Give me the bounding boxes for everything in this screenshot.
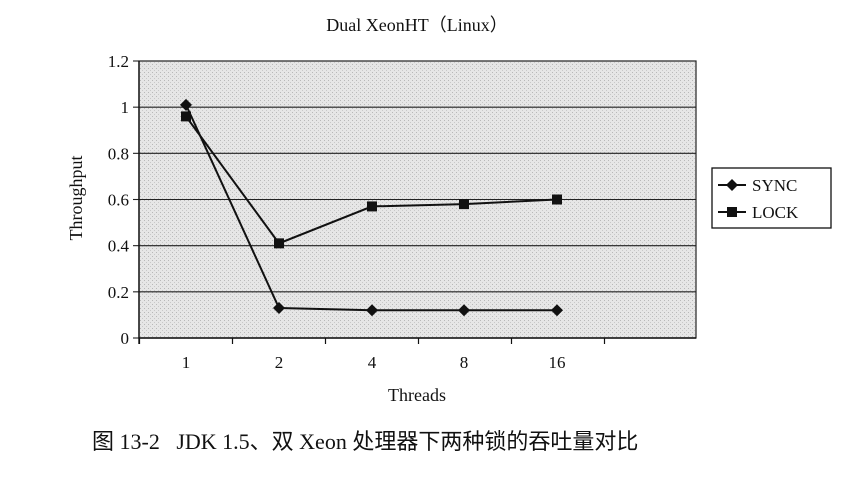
- y-tick-label: 0.6: [108, 191, 129, 210]
- legend-label-sync: SYNC: [752, 176, 797, 195]
- series-sync: [180, 98, 563, 317]
- series-lock: [181, 111, 562, 249]
- data-point-sync: [273, 301, 285, 314]
- x-tick-label: 1: [182, 353, 191, 372]
- y-tick-label: 0.8: [108, 144, 129, 163]
- x-tick-labels: 1 2 4 8 16: [182, 353, 566, 372]
- x-tick-label: 2: [275, 353, 284, 372]
- x-tick-label: 16: [549, 353, 566, 372]
- chart-title: Dual XeonHT（Linux）: [326, 15, 507, 35]
- data-point-lock: [181, 111, 191, 122]
- data-point-lock: [552, 194, 562, 205]
- data-point-lock: [367, 201, 377, 212]
- legend-marker-lock: [727, 207, 737, 217]
- y-tick-label: 0.2: [108, 283, 129, 302]
- x-tick-label: 4: [368, 353, 377, 372]
- axes: [138, 61, 696, 344]
- y-tick-label: 0.4: [108, 237, 130, 256]
- data-point-sync: [551, 304, 563, 317]
- x-tick-label: 8: [460, 353, 469, 372]
- data-point-sync: [458, 304, 470, 317]
- data-point-sync: [180, 98, 192, 111]
- figure-caption: 图 13-2 JDK 1.5、双 Xeon 处理器下两种锁的吞吐量对比: [92, 429, 639, 454]
- data-point-lock: [274, 238, 284, 249]
- legend-box: [711, 167, 832, 229]
- y-tick-label: 1: [121, 98, 130, 117]
- y-tick-label: 1.2: [108, 52, 129, 71]
- y-axis-label: Throughput: [66, 156, 86, 241]
- legend-label-lock: LOCK: [752, 203, 799, 222]
- x-axis-label: Threads: [388, 385, 446, 405]
- y-tick-label: 0: [121, 329, 130, 348]
- y-tick-labels: 0 0.2 0.4 0.6 0.8 1 1.2: [108, 52, 130, 348]
- data-point-sync: [366, 304, 378, 317]
- legend-marker-sync: [726, 179, 738, 191]
- series-group: [180, 98, 563, 317]
- data-point-lock: [459, 199, 469, 210]
- legend: SYNC LOCK: [711, 167, 832, 229]
